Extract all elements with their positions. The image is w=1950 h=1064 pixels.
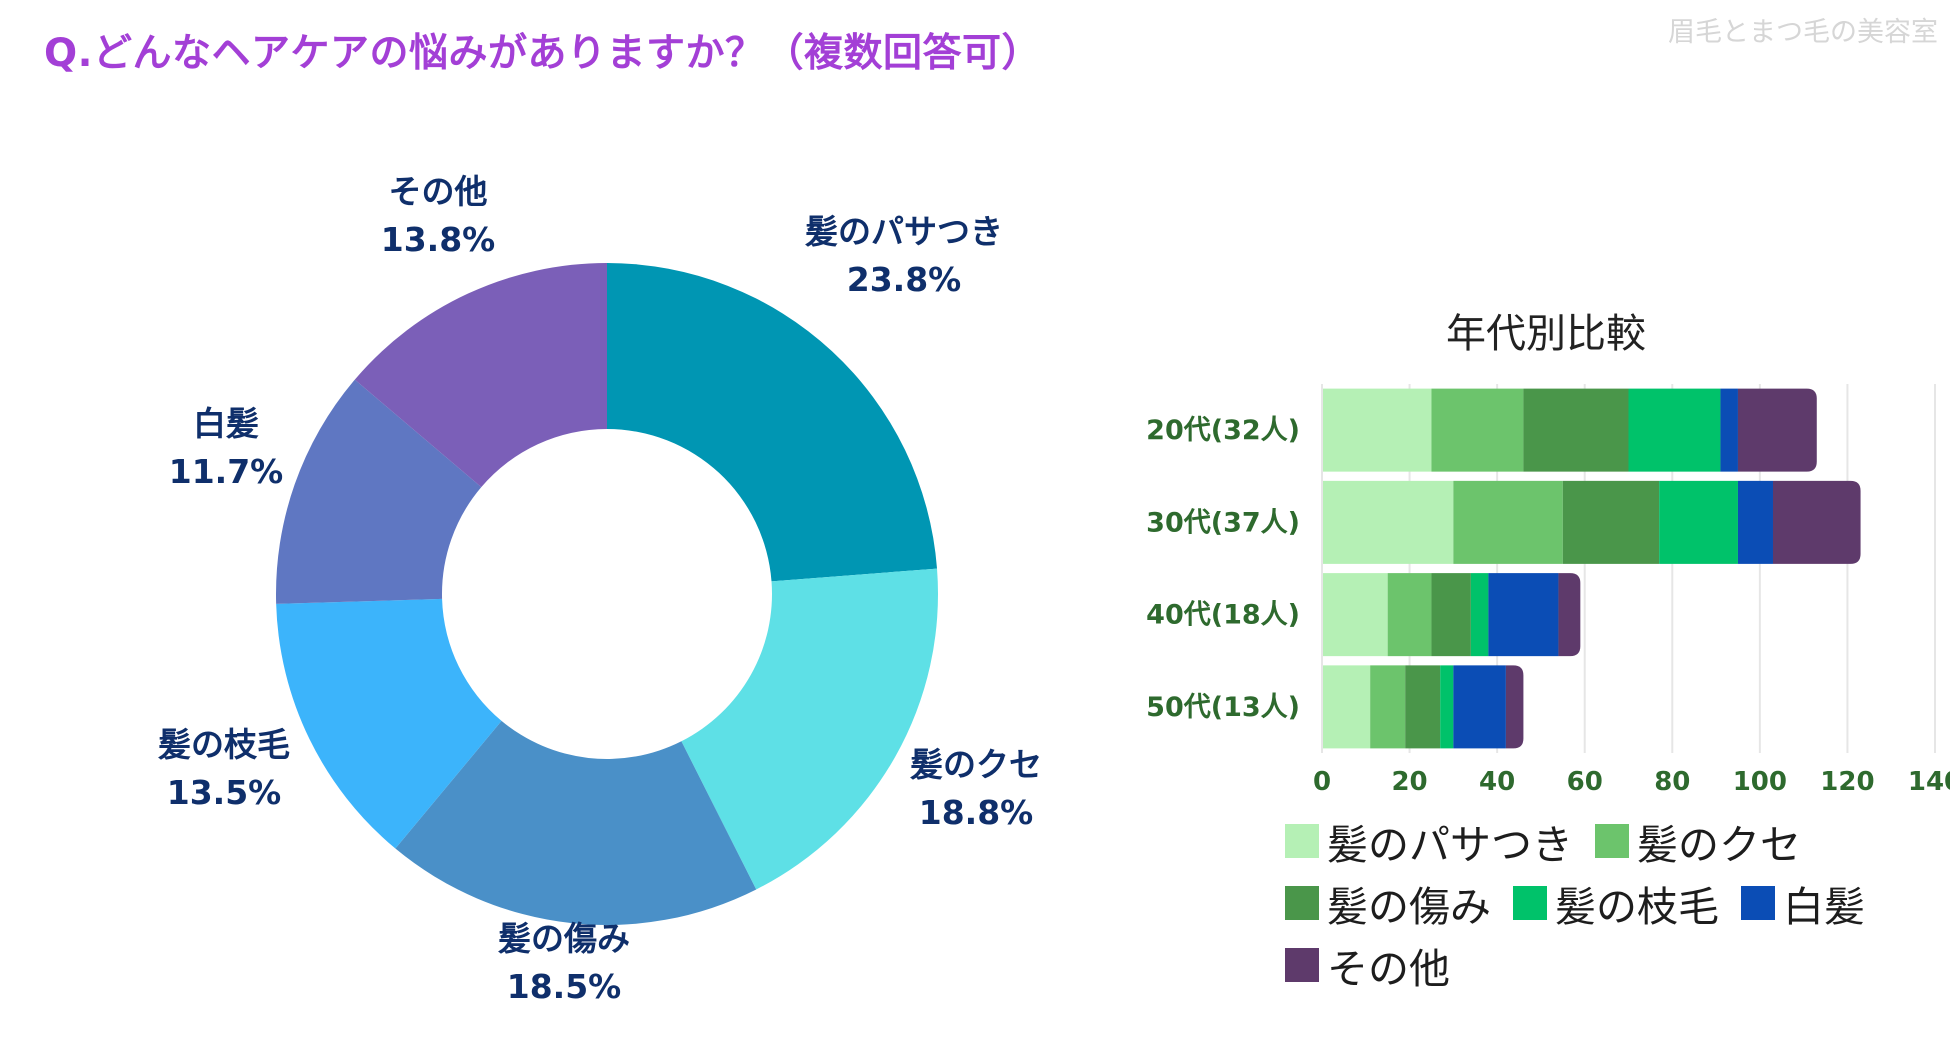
bar-segment xyxy=(1440,665,1454,749)
bar-segment xyxy=(1405,665,1441,749)
bar-segment xyxy=(1628,388,1721,472)
bar-segment xyxy=(1720,388,1738,472)
legend-swatch xyxy=(1741,886,1775,920)
category-label: 40代(18人) xyxy=(1146,600,1300,631)
slice-value-label: 18.8% xyxy=(919,793,1034,832)
legend-item: 髪のクセ xyxy=(1595,820,1801,869)
legend-label: 白髪 xyxy=(1783,883,1865,931)
slice-label: 白髪 xyxy=(193,404,259,443)
bar-segment xyxy=(1453,480,1563,564)
bar-segment xyxy=(1523,388,1629,472)
legend-swatch xyxy=(1513,886,1547,920)
x-tick-label: 0 xyxy=(1313,767,1331,797)
bar-segment xyxy=(1558,573,1581,657)
bar-segment xyxy=(1431,388,1524,472)
bar-segment xyxy=(1322,573,1388,657)
legend-item: 髪の枝毛 xyxy=(1513,882,1719,931)
legend-label: 髪のクセ xyxy=(1637,821,1801,869)
bar-segment xyxy=(1453,665,1506,749)
donut-slice xyxy=(276,598,502,849)
legend-item: 髪のパサつき xyxy=(1285,820,1573,869)
slice-label: 髪のクセ xyxy=(910,745,1042,784)
category-label: 20代(32人) xyxy=(1146,415,1300,446)
slice-value-label: 13.8% xyxy=(381,220,496,259)
category-label: 50代(13人) xyxy=(1146,692,1300,723)
slice-label: 髪のパサつき xyxy=(805,212,1003,251)
donut-slice xyxy=(681,568,938,890)
legend-label: 髪の枝毛 xyxy=(1555,883,1719,931)
slice-value-label: 13.5% xyxy=(167,773,282,812)
x-tick-label: 140 xyxy=(1908,767,1950,797)
bar-segment xyxy=(1470,573,1489,657)
slice-value-label: 11.7% xyxy=(169,452,284,491)
bar-segment xyxy=(1562,480,1660,564)
bar-segment xyxy=(1322,665,1371,749)
legend-label: その他 xyxy=(1327,945,1450,993)
x-tick-label: 20 xyxy=(1391,767,1427,797)
legend-swatch xyxy=(1285,886,1319,920)
bar-segment xyxy=(1387,573,1432,657)
donut-slice xyxy=(276,379,482,604)
stacked-bar-chart: 年代別比較 0 20 40 60 80 100 120 140 20代(32人) 30代(37人) 4… xyxy=(1146,311,1950,797)
legend-swatch xyxy=(1285,948,1319,982)
bar-segment xyxy=(1737,388,1817,472)
slice-label: その他 xyxy=(389,172,488,211)
legend-swatch xyxy=(1285,824,1319,858)
bar-segment xyxy=(1737,480,1773,564)
legend-label: 髪のパサつき xyxy=(1327,821,1573,869)
x-tick-label: 120 xyxy=(1820,767,1874,797)
bar-segment xyxy=(1659,480,1738,564)
x-tick-label: 60 xyxy=(1567,767,1603,797)
donut-slice xyxy=(395,720,757,926)
bar-segment xyxy=(1322,480,1454,564)
bar-chart-title: 年代別比較 xyxy=(1446,311,1646,357)
donut-slice xyxy=(354,263,607,488)
page-title: Q.どんなヘアケアの悩みがありますか？（複数回答可） xyxy=(44,31,1041,76)
x-tick-label: 80 xyxy=(1654,767,1690,797)
slice-value-label: 23.8% xyxy=(847,260,962,299)
bar-segment xyxy=(1505,665,1524,749)
bar-segment xyxy=(1370,665,1406,749)
legend-label: 髪の傷み xyxy=(1327,883,1491,931)
category-label: 30代(37人) xyxy=(1146,507,1300,538)
slice-label: 髪の枝毛 xyxy=(158,725,290,764)
legend-item: 髪の傷み xyxy=(1285,882,1491,931)
legend-item: 白髪 xyxy=(1741,882,1865,931)
bar-segment xyxy=(1772,480,1861,564)
x-tick-label: 40 xyxy=(1479,767,1515,797)
bar-chart-legend: 髪のパサつき 髪のクセ髪の傷み 髪の枝毛 白髪その他 xyxy=(1285,820,1945,993)
donut-slice xyxy=(607,263,938,582)
bar-segment xyxy=(1322,388,1432,472)
bar-segment xyxy=(1431,573,1471,657)
slice-value-label: 18.5% xyxy=(507,967,622,1006)
legend-swatch xyxy=(1595,824,1629,858)
donut-chart: 髪のパサつき 23.8% 髪のクセ 18.8% 髪の傷み 18.5% 髪の枝毛 13.5% 白髪… xyxy=(158,172,1042,1006)
watermark: 眉毛とまつ毛の美容室 xyxy=(1668,17,1938,48)
x-tick-label: 100 xyxy=(1733,767,1787,797)
bar-segment xyxy=(1488,573,1559,657)
slice-label: 髪の傷み xyxy=(498,919,630,958)
legend-item: その他 xyxy=(1285,944,1450,993)
